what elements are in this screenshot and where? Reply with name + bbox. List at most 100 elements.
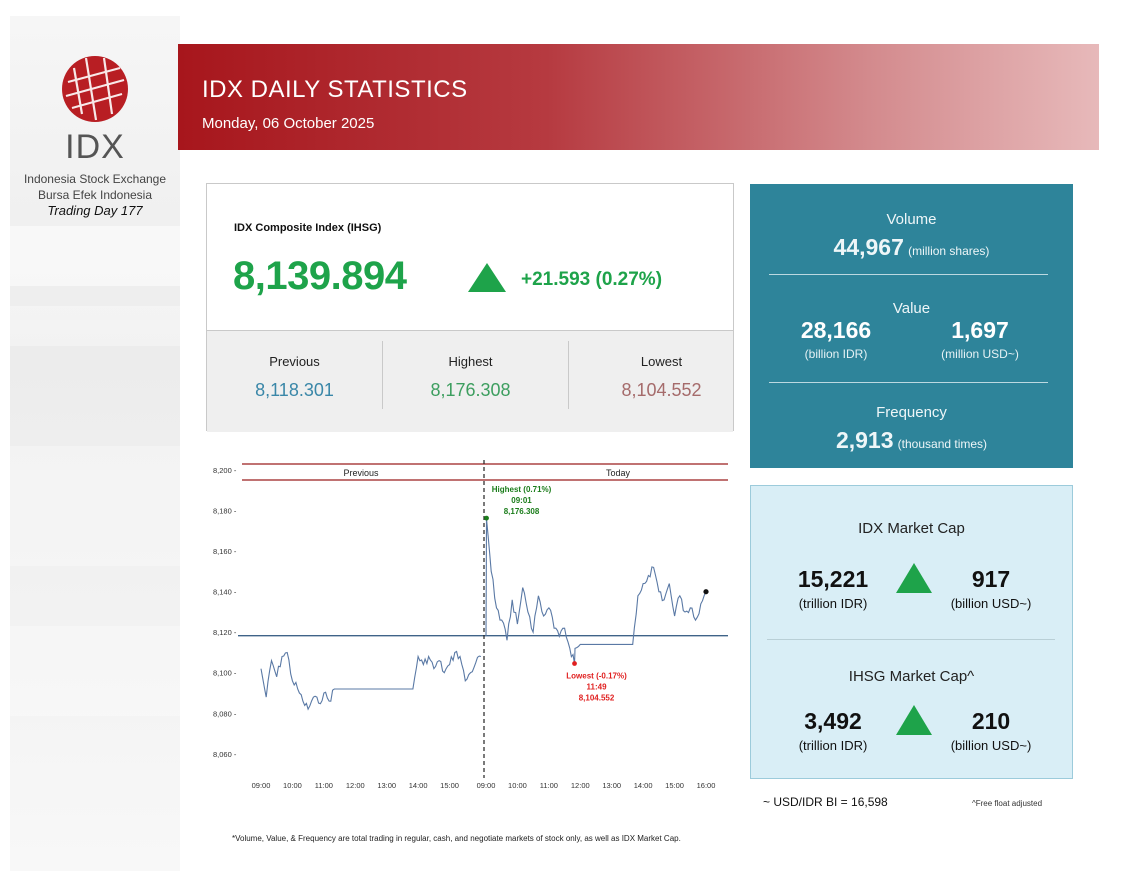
highest-annotation-text: Highest (0.71%) — [492, 485, 552, 494]
stat-highest-label: Highest — [448, 354, 493, 369]
stat-lowest: Lowest 8,104.552 — [574, 331, 749, 432]
stat-previous-value: 8,118.301 — [255, 380, 334, 400]
ihsg-market-cap-title: IHSG Market Cap^ — [848, 668, 975, 685]
background-ticker-band — [10, 626, 180, 716]
x-tick-label: 14:00 — [634, 781, 653, 790]
idx-market-cap-idr-unit: (trillion IDR) — [798, 596, 868, 611]
y-tick-label: 8,060 - — [213, 750, 237, 759]
y-tick-label: 8,180 - — [213, 507, 237, 516]
highest-annotation-text: 8,176.308 — [504, 507, 540, 516]
frequency-row: 2,913 (thousand times) — [750, 427, 1073, 454]
ihsg-label: IDX Composite Index (IHSG) — [234, 222, 382, 234]
y-tick-label: 8,100 - — [213, 669, 237, 678]
x-tick-label: 14:00 — [409, 781, 428, 790]
left-panel — [10, 16, 180, 871]
ihsg-value: 8,139.894 — [233, 254, 407, 298]
divider — [769, 274, 1048, 275]
x-tick-label: 15:00 — [665, 781, 684, 790]
x-tick-label: 11:00 — [540, 781, 558, 790]
stat-previous: Previous 8,118.301 — [207, 331, 382, 432]
stat-previous-label: Previous — [269, 354, 320, 369]
background-ticker-band — [10, 306, 180, 346]
up-arrow-icon — [896, 705, 932, 735]
y-tick-label: 8,160 - — [213, 547, 237, 556]
x-tick-label: 13:00 — [377, 781, 396, 790]
x-tick-label: 13:00 — [602, 781, 621, 790]
header-banner: IDX DAILY STATISTICS Monday, 06 October … — [178, 44, 1099, 150]
series-line-previous — [260, 650, 482, 711]
ihsg-market-cap-idr-unit: (trillion IDR) — [798, 738, 868, 753]
ihsg-change: +21.593 (0.27%) — [521, 269, 663, 290]
up-arrow-icon — [896, 563, 932, 593]
value-usd-number: 1,697 — [951, 317, 1009, 343]
divider — [382, 341, 383, 409]
y-tick-label: 8,140 - — [213, 588, 237, 597]
frequency-label: Frequency — [876, 404, 947, 421]
frequency-value: 2,913 — [835, 427, 894, 453]
page-title: IDX DAILY STATISTICS — [202, 76, 468, 103]
y-tick-label: 8,120 - — [213, 628, 237, 637]
ihsg-card: IDX Composite Index (IHSG) 8,139.894 +21… — [206, 183, 734, 432]
idx-market-cap-idr: 15,221 — [797, 566, 869, 592]
session-label-previous: Previous — [343, 468, 379, 478]
lowest-annotation-text: 11:49 — [587, 683, 608, 692]
volume-unit: (million shares) — [908, 244, 990, 258]
trading-day-label: Trading Day 177 — [47, 203, 143, 218]
trading-summary-card: Volume 44,967 (million shares) Value 28,… — [750, 184, 1073, 468]
market-cap-card: IDX Market Cap 15,221 (trillion IDR) 917… — [750, 485, 1073, 779]
volume-value: 44,967 — [833, 234, 904, 260]
x-tick-label: 16:00 — [697, 781, 716, 790]
highest-point-marker — [484, 515, 489, 521]
divider — [568, 341, 569, 409]
lowest-annotation-text: Lowest (-0.17%) — [566, 672, 627, 681]
ihsg-stats-row: Previous 8,118.301 Highest 8,176.308 Low… — [207, 330, 733, 432]
x-tick-label: 12:00 — [571, 781, 590, 790]
value-idr-unit: (billion IDR) — [804, 347, 868, 361]
volume-label: Volume — [886, 211, 937, 228]
idx-market-cap-usd: 917 — [971, 566, 1011, 592]
footnote: *Volume, Value, & Frequency are total tr… — [232, 834, 681, 843]
value-idr-number: 28,166 — [800, 317, 872, 343]
x-tick-label: 09:00 — [252, 781, 271, 790]
ihsg-market-cap-usd-unit: (billion USD~) — [950, 738, 1032, 753]
ihsg-market-cap-usd: 210 — [971, 708, 1011, 734]
lowest-annotation-text: 8,104.552 — [579, 694, 615, 703]
value-usd: 1,697 (million USD~) — [930, 317, 1030, 361]
last-price-marker — [703, 589, 709, 595]
series-line-today — [485, 518, 707, 664]
highest-annotation-text: 09:01 — [511, 496, 532, 505]
y-tick-label: 8,200 - — [213, 466, 237, 475]
idx-market-cap-title: IDX Market Cap — [858, 520, 965, 537]
stat-lowest-label: Lowest — [640, 354, 683, 369]
free-float-note: ^Free float adjusted — [972, 799, 1043, 808]
x-tick-label: 12:00 — [346, 781, 365, 790]
divider — [769, 382, 1048, 383]
stat-lowest-value: 8,104.552 — [621, 380, 702, 400]
idx-market-cap-usd-unit: (billion USD~) — [950, 596, 1032, 611]
ihsg-market-cap-idr: 3,492 — [804, 708, 862, 734]
stat-highest: Highest 8,176.308 — [383, 331, 558, 432]
value-usd-unit: (million USD~) — [941, 347, 1019, 361]
exchange-name-en: Indonesia Stock Exchange — [23, 172, 167, 186]
volume-row: 44,967 (million shares) — [750, 234, 1073, 261]
lowest-point-marker — [572, 661, 577, 666]
up-arrow-icon — [468, 263, 506, 292]
value-label: Value — [892, 300, 931, 317]
value-idr: 28,166 (billion IDR) — [786, 317, 886, 361]
x-tick-label: 10:00 — [508, 781, 527, 790]
logo-text: IDX — [65, 128, 125, 166]
idx-logo-icon — [62, 56, 128, 122]
x-tick-label: 11:00 — [315, 781, 333, 790]
report-date: Monday, 06 October 2025 — [202, 115, 375, 132]
exchange-name-id: Bursa Efek Indonesia — [37, 188, 153, 202]
divider — [767, 639, 1055, 640]
x-tick-label: 10:00 — [283, 781, 302, 790]
background-ticker-band — [10, 226, 180, 286]
background-ticker-band — [10, 446, 180, 566]
session-label-today: Today — [606, 468, 631, 478]
x-tick-label: 09:00 — [477, 781, 496, 790]
ihsg-intraday-chart: Previous Today 8,200 - 8,180 - 8,160 - 8,140 … — [213, 460, 728, 790]
fx-rate-note: ~ USD/IDR BI = 16,598 — [763, 795, 888, 809]
frequency-unit: (thousand times) — [897, 437, 988, 451]
y-tick-label: 8,080 - — [213, 709, 237, 718]
